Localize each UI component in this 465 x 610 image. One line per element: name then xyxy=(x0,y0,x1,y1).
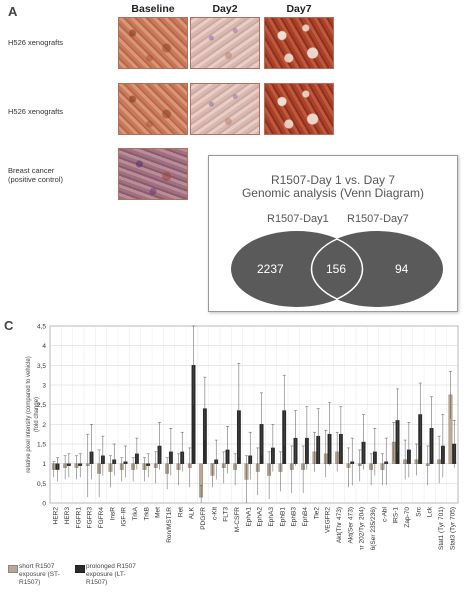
venn-right-count: 94 xyxy=(395,262,409,276)
panel-c-letter: C xyxy=(4,318,14,333)
x-tick-label: HER3 xyxy=(64,507,71,525)
venn-left-set-label: R1507-Day1 xyxy=(267,213,329,225)
x-tick-label: PDGFR xyxy=(200,507,207,530)
x-tick-label: c-Abl xyxy=(381,506,388,521)
x-tick-label: EphB1 xyxy=(279,507,286,527)
micrograph-row2-baseline xyxy=(118,83,188,135)
x-tick-label: ALK xyxy=(189,506,196,519)
x-tick-label: FGFR3 xyxy=(87,507,94,529)
y-tick-label: 2,5 xyxy=(37,402,46,409)
venn-circle-day7 xyxy=(311,231,443,307)
x-tick-label: c-Kit xyxy=(211,507,218,520)
x-tick-label: FGFR1 xyxy=(75,507,82,529)
x-tick-label: Ret xyxy=(177,507,184,517)
venn-diagram xyxy=(231,231,443,307)
x-tick-label: Stat3 (Tyr 705) xyxy=(449,507,456,550)
micrograph-row1-day7 xyxy=(264,17,334,69)
x-tick-label: FLT3 xyxy=(223,507,230,522)
legend-swatch-prolonged xyxy=(75,565,85,573)
y-axis-label: relative pixel intensity (compared to ve… xyxy=(26,356,32,472)
x-tick-label: EphB4 xyxy=(302,507,309,527)
column-header-day7: Day7 xyxy=(286,3,312,15)
y-tick-label: 0 xyxy=(42,501,46,508)
y-axis-label-line2: (fold change) xyxy=(34,397,40,432)
x-tick-label: Akt(Thr 473) xyxy=(336,507,343,543)
venn-title-line1: R1507-Day 1 vs. Day 7 xyxy=(270,173,396,187)
x-tick-label: EphB3 xyxy=(291,507,298,527)
x-tick-label: S6(Ser 235/236) xyxy=(370,507,377,550)
x-tick-label: M-CSFR xyxy=(234,507,241,533)
x-tick-label: HER2 xyxy=(53,507,60,525)
venn-overlap-outline xyxy=(310,238,364,300)
y-tick-label: 2 xyxy=(42,422,46,429)
venn-panel: R1507-Day 1 vs. Day 7 Genomic analysis (… xyxy=(208,155,458,312)
venn-right-set-label: R1507-Day7 xyxy=(347,213,409,225)
x-tick-label: FGFR4 xyxy=(98,507,105,529)
x-tick-label: IGF-IR xyxy=(121,507,128,527)
y-tick-label: 3,5 xyxy=(37,363,46,370)
bar-chart: 0 0,5 1 1,5 2 2,5 3 3,5 4 4,5 HER2 HER3 FGFR1 FGFR3 FG… xyxy=(26,324,459,550)
x-tick-label: Lck xyxy=(427,506,434,517)
y-tick-label: 0,5 xyxy=(37,481,46,488)
x-tick-label: IRS-1 xyxy=(393,507,400,524)
y-tick-label: 1 xyxy=(42,461,46,468)
y-tick-label: 4,5 xyxy=(37,324,46,331)
y-tick-label: 4 xyxy=(42,343,46,350)
legend-label-prolonged: prolonged R1507 exposure (LT-R1507) xyxy=(86,563,136,586)
x-tick-label: InsR xyxy=(109,507,116,521)
micrograph-positive-control xyxy=(118,148,188,200)
x-tick-label: Ron/MST1R xyxy=(166,507,173,543)
column-header-baseline: Baseline xyxy=(131,3,175,15)
micrograph-row1-day2 xyxy=(190,17,260,69)
panel-a-letter: A xyxy=(8,4,18,19)
venn-overlap-count: 156 xyxy=(326,262,347,276)
x-tick-label: EphA3 xyxy=(268,507,275,527)
x-tick-label: Tie2 xyxy=(313,507,320,520)
x-tick-label: Src xyxy=(415,506,422,517)
row-label-2: H526 xenografts xyxy=(8,107,64,116)
y-tick-label: 1,5 xyxy=(37,442,46,449)
row-label-1: H526 xenografts xyxy=(8,38,64,47)
x-tick-label: TrkA xyxy=(132,506,139,520)
micrograph-row2-day7 xyxy=(264,83,334,135)
column-header-day2: Day2 xyxy=(212,3,238,15)
x-tick-label: EphA1 xyxy=(245,507,252,527)
x-tick-label: MAPK(Thr 202/Tyr 204) xyxy=(359,507,366,550)
x-tick-label: Zap-70 xyxy=(404,507,411,528)
x-tick-label: TrkB xyxy=(143,507,150,520)
legend-label-short: short R1507 exposure (ST-R1507) xyxy=(19,563,60,586)
x-tick-label: Met xyxy=(155,507,162,518)
legend-swatch-short xyxy=(8,565,18,573)
y-tick-label: 3 xyxy=(42,383,46,390)
row-label-3: Breast cancer (positive control) xyxy=(8,166,64,184)
x-tick-label: Akt(Ser 473) xyxy=(347,507,354,544)
x-tick-label: VEGFR2 xyxy=(325,507,332,533)
micrograph-row1-baseline xyxy=(118,17,188,69)
micrograph-row2-day2 xyxy=(190,83,260,135)
venn-left-count: 2237 xyxy=(257,262,284,276)
x-tick-label: EphA2 xyxy=(257,507,264,527)
venn-title-line2: Genomic analysis (Venn Diagram) xyxy=(241,186,425,200)
x-tick-label: Stat1 (Tyr 701) xyxy=(438,507,445,550)
